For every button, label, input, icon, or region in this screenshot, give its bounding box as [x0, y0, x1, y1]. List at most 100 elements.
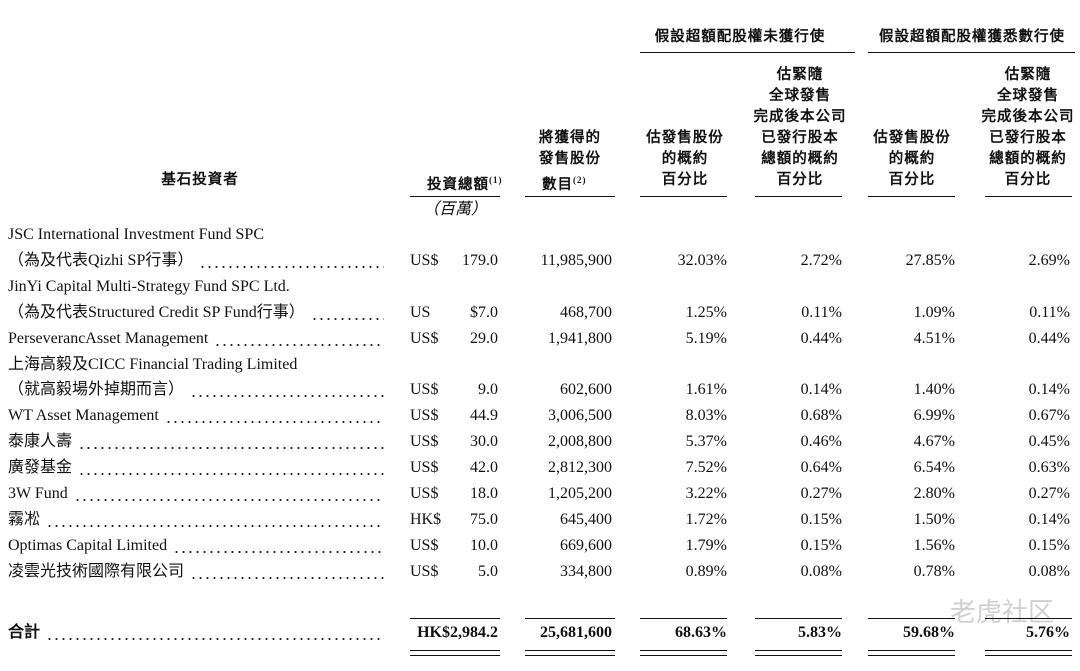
percent: 0.44% — [800, 329, 842, 347]
currency: US$ — [410, 536, 439, 554]
amount: 10.0 — [470, 536, 498, 554]
percent: 0.15% — [800, 536, 842, 554]
rule — [525, 655, 615, 657]
percent: 0.14% — [1028, 510, 1070, 528]
row-name: JinYi Capital Multi-Strategy Fund SPC Lt… — [8, 277, 290, 295]
name-leader: WT Asset Management — [8, 406, 386, 427]
percent: 0.14% — [800, 381, 842, 399]
currency: US$ — [410, 459, 439, 477]
name-leader: 合計 — [8, 623, 386, 643]
rule — [525, 196, 615, 198]
amount: 18.0 — [470, 485, 498, 502]
percent: 0.68% — [800, 407, 842, 425]
total-percent: 59.68% — [903, 624, 955, 641]
percent: 0.46% — [800, 433, 842, 451]
column-header: 完成後本公司 — [753, 109, 847, 125]
percent: 8.03% — [685, 407, 727, 425]
percent: 0.45% — [1028, 433, 1070, 451]
row-name: （就高毅場外掉期而言） — [8, 381, 185, 399]
column-header: 估緊隨 — [1004, 67, 1052, 83]
percent: 2.69% — [1028, 251, 1070, 269]
name-leader: （為及代表Structured Credit SP Fund行事） — [8, 302, 386, 323]
unit-label: （百萬） — [422, 201, 487, 218]
total-percent: 5.76% — [1026, 624, 1070, 641]
column-header: 基石投資者 — [161, 172, 239, 188]
amount: 9.0 — [478, 381, 498, 399]
row-name: 凌雲光技術國際有限公司 — [8, 562, 185, 580]
percent: 5.19% — [685, 329, 727, 347]
column-header: 百分比 — [888, 172, 936, 188]
rule — [985, 618, 1072, 620]
row-name: 泰康人壽 — [8, 433, 73, 451]
shares: 11,985,900 — [540, 251, 612, 269]
name-leader: 廣發基金 — [8, 458, 386, 479]
currency: US$ — [410, 251, 439, 269]
column-header: 估發售股份 — [646, 130, 724, 146]
rule — [410, 618, 500, 620]
column-header: 已發行股本 — [761, 130, 839, 146]
rule — [868, 650, 955, 652]
column-header: 數目(2) — [542, 175, 587, 193]
rule — [868, 618, 955, 620]
rule — [410, 655, 500, 657]
row-name: 霧凇 — [8, 510, 41, 528]
name-leader: 泰康人壽 — [8, 432, 386, 453]
percent: 27.85% — [905, 251, 955, 269]
currency: US — [410, 303, 431, 321]
column-header: 百分比 — [1004, 172, 1052, 188]
percent: 7.52% — [685, 459, 727, 477]
row-name: PerseverancAsset Management — [8, 329, 209, 347]
currency: US$ — [410, 329, 439, 347]
percent: 0.08% — [1028, 562, 1070, 580]
row-name: 廣發基金 — [8, 459, 73, 477]
column-header: 總額的概約 — [989, 151, 1067, 167]
percent: 32.03% — [677, 251, 727, 269]
currency: US$ — [410, 485, 439, 502]
percent: 0.11% — [1029, 303, 1070, 321]
shares: 602,600 — [560, 381, 612, 399]
name-leader: （為及代表Qizhi SP行事） — [8, 250, 386, 271]
column-header: 的概約 — [661, 151, 709, 167]
rule — [985, 650, 1072, 652]
shares: 669,600 — [560, 536, 612, 554]
dot-leader — [190, 380, 384, 401]
rule — [640, 52, 855, 54]
rule — [985, 196, 1072, 198]
row-name: 合計 — [8, 624, 41, 641]
currency: US$ — [410, 562, 439, 580]
row-name: （為及代表Structured Credit SP Fund行事） — [8, 303, 305, 321]
percent: 0.27% — [800, 485, 842, 502]
shares: 468,700 — [560, 303, 612, 321]
rule — [755, 618, 842, 620]
currency: US$ — [410, 433, 439, 451]
amount: 30.0 — [470, 433, 498, 451]
shares: 334,800 — [560, 562, 612, 580]
percent: 1.40% — [913, 381, 955, 399]
amount: 75.0 — [470, 510, 498, 528]
rule — [755, 655, 842, 657]
rule — [985, 655, 1072, 657]
rule — [640, 650, 727, 652]
name-leader: PerseverancAsset Management — [8, 328, 386, 349]
shares: 3,006,500 — [548, 407, 612, 425]
column-header: 已發行股本 — [989, 130, 1067, 146]
row-name: 3W Fund — [8, 485, 68, 502]
dot-leader — [164, 406, 384, 427]
name-leader: Optimas Capital Limited — [8, 535, 386, 556]
percent: 0.14% — [1028, 381, 1070, 399]
rule — [525, 618, 615, 620]
dot-leader — [73, 484, 384, 504]
amount: 42.0 — [470, 459, 498, 477]
column-header: 全球發售 — [997, 88, 1059, 104]
dot-leader — [46, 509, 384, 530]
percent: 0.78% — [913, 562, 955, 580]
dot-leader — [190, 561, 384, 582]
percent: 6.99% — [913, 407, 955, 425]
footnote-ref: (1) — [489, 175, 503, 185]
percent: 1.25% — [685, 303, 727, 321]
percent: 0.11% — [801, 303, 842, 321]
name-leader: 凌雲光技術國際有限公司 — [8, 561, 386, 582]
rule — [755, 650, 842, 652]
amount: 179.0 — [462, 251, 498, 269]
